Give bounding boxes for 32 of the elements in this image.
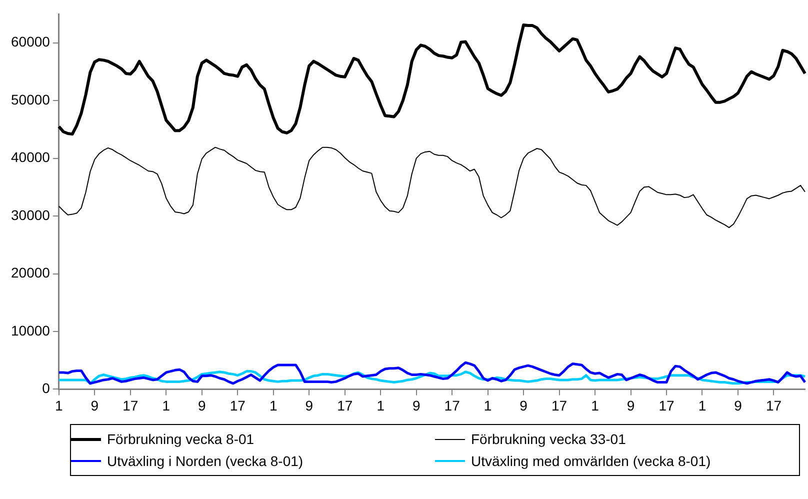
y-tick-label: 30000 xyxy=(10,206,50,223)
x-tick-label: 9 xyxy=(520,397,528,414)
y-tick-label: 60000 xyxy=(10,34,50,50)
legend-label: Förbrukning vecka 33-01 xyxy=(471,431,626,447)
x-tick-label: 1 xyxy=(269,397,278,414)
x-tick-label: 17 xyxy=(766,397,782,414)
x-tick-label: 17 xyxy=(444,397,460,414)
y-tick-label: 40000 xyxy=(10,149,50,166)
x-tick-label: 9 xyxy=(305,397,314,414)
x-tick-label: 9 xyxy=(626,397,635,414)
y-tick-label: 0 xyxy=(42,380,50,396)
x-tick-label: 1 xyxy=(162,397,170,414)
x-tick-label: 17 xyxy=(230,397,246,414)
legend-label: Förbrukning vecka 8-01 xyxy=(107,431,254,447)
x-tick-label: 9 xyxy=(734,397,742,414)
x-tick-label: 1 xyxy=(55,397,64,414)
y-tick-label: 20000 xyxy=(10,264,50,281)
x-tick-label: 17 xyxy=(552,397,568,414)
x-tick-label: 1 xyxy=(376,397,385,414)
x-tick-label: 17 xyxy=(337,397,353,414)
y-tick-label: 50000 xyxy=(10,91,50,108)
x-tick-label: 1 xyxy=(591,397,600,414)
x-tick-label: 9 xyxy=(412,397,420,414)
x-tick-label: 1 xyxy=(484,397,492,414)
y-tick-label: 10000 xyxy=(10,322,50,338)
x-tick-label: 9 xyxy=(198,397,206,414)
x-tick-label: 9 xyxy=(90,397,99,414)
legend-label: Utväxling i Norden (vecka 8-01) xyxy=(107,453,304,469)
x-tick-label: 17 xyxy=(122,397,138,414)
legend-label: Utväxling med omvärlden (vecka 8-01) xyxy=(471,453,711,469)
x-tick-label: 17 xyxy=(658,397,675,414)
x-tick-label: 1 xyxy=(698,397,706,414)
